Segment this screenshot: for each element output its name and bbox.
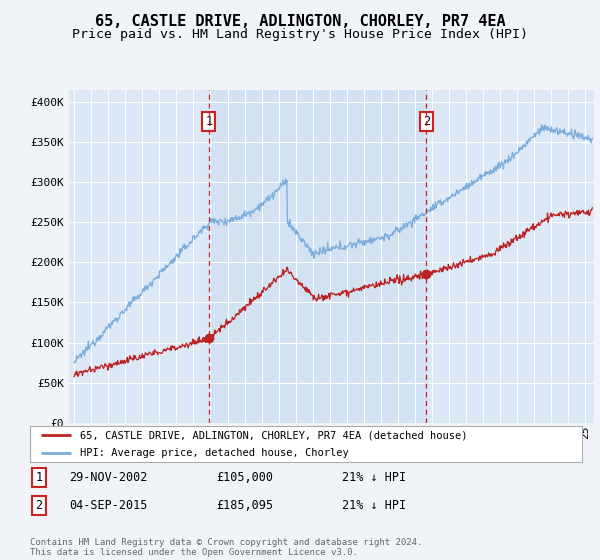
Text: 04-SEP-2015: 04-SEP-2015: [69, 498, 148, 512]
Text: 1: 1: [205, 115, 212, 128]
Bar: [209, 90, 427, 423]
Text: 29-NOV-2002: 29-NOV-2002: [69, 470, 148, 484]
Text: £105,000: £105,000: [216, 470, 273, 484]
Text: 2: 2: [423, 115, 430, 128]
Text: 2: 2: [35, 498, 43, 512]
Text: 21% ↓ HPI: 21% ↓ HPI: [342, 470, 406, 484]
Text: 65, CASTLE DRIVE, ADLINGTON, CHORLEY, PR7 4EA: 65, CASTLE DRIVE, ADLINGTON, CHORLEY, PR…: [95, 14, 505, 29]
Text: Price paid vs. HM Land Registry's House Price Index (HPI): Price paid vs. HM Land Registry's House …: [72, 28, 528, 41]
Text: £185,095: £185,095: [216, 498, 273, 512]
Text: 21% ↓ HPI: 21% ↓ HPI: [342, 498, 406, 512]
Text: 1: 1: [35, 470, 43, 484]
Text: Contains HM Land Registry data © Crown copyright and database right 2024.
This d: Contains HM Land Registry data © Crown c…: [30, 538, 422, 557]
Text: HPI: Average price, detached house, Chorley: HPI: Average price, detached house, Chor…: [80, 448, 349, 458]
Text: 65, CASTLE DRIVE, ADLINGTON, CHORLEY, PR7 4EA (detached house): 65, CASTLE DRIVE, ADLINGTON, CHORLEY, PR…: [80, 430, 467, 440]
